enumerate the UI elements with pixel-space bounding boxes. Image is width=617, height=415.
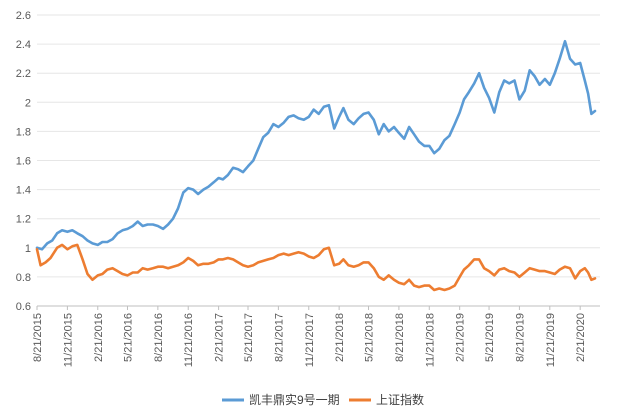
x-tick-label: 11/21/2015 (62, 313, 74, 367)
y-tick-label: 0.8 (16, 272, 31, 284)
y-tick-label: 2.4 (16, 39, 31, 51)
series-lines (35, 39, 597, 292)
legend: 凯丰鼎实9号一期 上证指数 (222, 392, 424, 407)
x-axis-ticks: 8/21/2015 11/21/2015 2/21/2016 5/21/2016 8/2… (32, 306, 587, 367)
x-tick-label: 11/21/2019 (545, 313, 557, 367)
x-tick-label: 11/21/2017 (304, 313, 316, 367)
x-tick-label: 2/21/2017 (214, 313, 226, 362)
y-tick-label: 1.4 (16, 185, 31, 197)
x-tick-label: 8/21/2015 (32, 313, 44, 362)
y-axis-ticks: 0.6 0.8 1 1.2 1.4 1.6 1.8 2 2.2 2.4 2.6 (16, 10, 31, 313)
x-tick-label: 11/21/2016 (183, 313, 195, 367)
x-tick-label: 5/21/2018 (364, 313, 376, 362)
legend-label-1: 上证指数 (376, 392, 424, 407)
x-tick-label: 2/21/2018 (334, 313, 346, 362)
x-tick-label: 5/21/2019 (484, 313, 496, 362)
x-tick-label: 11/21/2018 (424, 313, 436, 367)
y-tick-label: 1.8 (16, 126, 31, 138)
x-tick-label: 5/21/2016 (122, 313, 134, 362)
y-tick-label: 1 (25, 243, 31, 255)
y-tick-label: 0.6 (16, 301, 31, 313)
legend-label-0: 凯丰鼎实9号一期 (249, 392, 340, 407)
x-tick-label: 2/21/2019 (455, 313, 467, 362)
x-tick-label: 5/21/2017 (243, 313, 255, 362)
x-tick-label: 2/21/2020 (575, 313, 587, 362)
x-tick-label: 8/21/2017 (273, 313, 285, 362)
y-tick-label: 2.2 (16, 68, 31, 80)
series-line-1 (35, 243, 597, 292)
y-tick-label: 2.6 (16, 10, 31, 22)
y-tick-label: 1.2 (16, 214, 31, 226)
grid-lines (37, 14, 600, 278)
x-tick-label: 8/21/2016 (153, 313, 165, 362)
x-tick-label: 2/21/2016 (93, 313, 105, 362)
series-line-0 (35, 39, 597, 251)
x-tick-label: 8/21/2019 (514, 313, 526, 362)
y-tick-label: 2 (25, 97, 31, 109)
x-tick-label: 8/21/2018 (394, 313, 406, 362)
y-tick-label: 1.6 (16, 156, 31, 168)
